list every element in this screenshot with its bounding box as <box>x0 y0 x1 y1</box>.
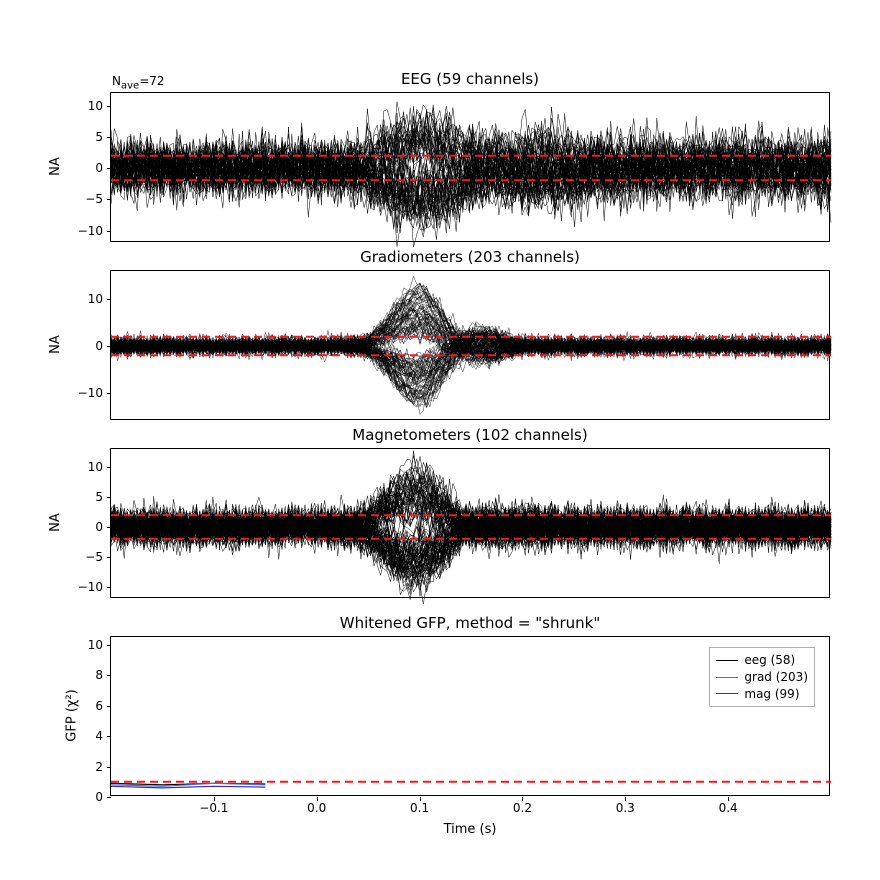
legend-label: mag (99) <box>744 686 799 703</box>
ytick-label: −10 <box>78 580 103 594</box>
ytick-label: 10 <box>88 292 103 306</box>
panel-2: −10−50510 <box>110 448 830 598</box>
ytick-label: 8 <box>95 668 103 682</box>
ytick-label: 0 <box>95 161 103 175</box>
panel-3: 0246810eeg (58)grad (203)mag (99)−0.10.0… <box>110 636 830 796</box>
n-ave-sub: ave <box>121 80 139 91</box>
legend: eeg (58)grad (203)mag (99) <box>709 647 815 707</box>
n-ave-N: N <box>112 74 121 88</box>
ytick-label: 5 <box>95 490 103 504</box>
ytick-label: 5 <box>95 130 103 144</box>
xtick-label: 0.1 <box>410 801 429 815</box>
ytick-label: 4 <box>95 729 103 743</box>
xtick-label: 0.3 <box>616 801 635 815</box>
ytick-label: 10 <box>88 638 103 652</box>
ytick-label: 0 <box>95 790 103 804</box>
legend-item: grad (203) <box>716 669 808 686</box>
panel-1: −10010 <box>110 270 830 420</box>
legend-line <box>716 677 738 678</box>
xtick-mark <box>317 797 318 801</box>
ylabel: GFP (χ²) <box>65 689 80 741</box>
panel-title: EEG (59 channels) <box>110 70 830 88</box>
xtick-mark <box>214 797 215 801</box>
panel-svg <box>111 271 831 421</box>
ytick-label: 10 <box>88 99 103 113</box>
ytick-label: −5 <box>85 550 103 564</box>
legend-item: eeg (58) <box>716 652 808 669</box>
ytick-label: 2 <box>95 760 103 774</box>
ytick-label: 10 <box>88 460 103 474</box>
xtick-label: 0.2 <box>513 801 532 815</box>
ylabel: NA <box>48 513 63 532</box>
ytick-label: −5 <box>85 192 103 206</box>
xlabel: Time (s) <box>110 822 830 837</box>
ylabel: NA <box>48 335 63 354</box>
panel-title: Whitened GFP, method = "shrunk" <box>110 614 830 632</box>
legend-label: eeg (58) <box>744 652 795 669</box>
panel-title: Gradiometers (203 channels) <box>110 248 830 266</box>
ytick-label: −10 <box>78 224 103 238</box>
xtick-mark <box>728 797 729 801</box>
legend-item: mag (99) <box>716 686 808 703</box>
xtick-label: 0.4 <box>719 801 738 815</box>
xtick-mark <box>420 797 421 801</box>
ytick-mark <box>107 797 111 798</box>
n-ave-label: Nave=72 <box>112 74 165 91</box>
legend-line <box>716 693 738 694</box>
xtick-label: 0.0 <box>307 801 326 815</box>
ylabel: NA <box>48 157 63 176</box>
ytick-label: 6 <box>95 699 103 713</box>
panel-0: −10−50510 <box>110 92 830 242</box>
ytick-label: 0 <box>95 339 103 353</box>
n-ave-val: =72 <box>139 74 164 88</box>
panel-svg <box>111 449 831 599</box>
xtick-label: −0.1 <box>199 801 228 815</box>
legend-line <box>716 660 738 661</box>
panel-title: Magnetometers (102 channels) <box>110 426 830 444</box>
ytick-label: −10 <box>78 386 103 400</box>
xtick-mark <box>625 797 626 801</box>
figure: −10−50510EEG (59 channels)NA−10010Gradio… <box>0 0 880 880</box>
legend-label: grad (203) <box>744 669 808 686</box>
ytick-label: 0 <box>95 520 103 534</box>
panel-svg <box>111 93 831 243</box>
xtick-mark <box>522 797 523 801</box>
